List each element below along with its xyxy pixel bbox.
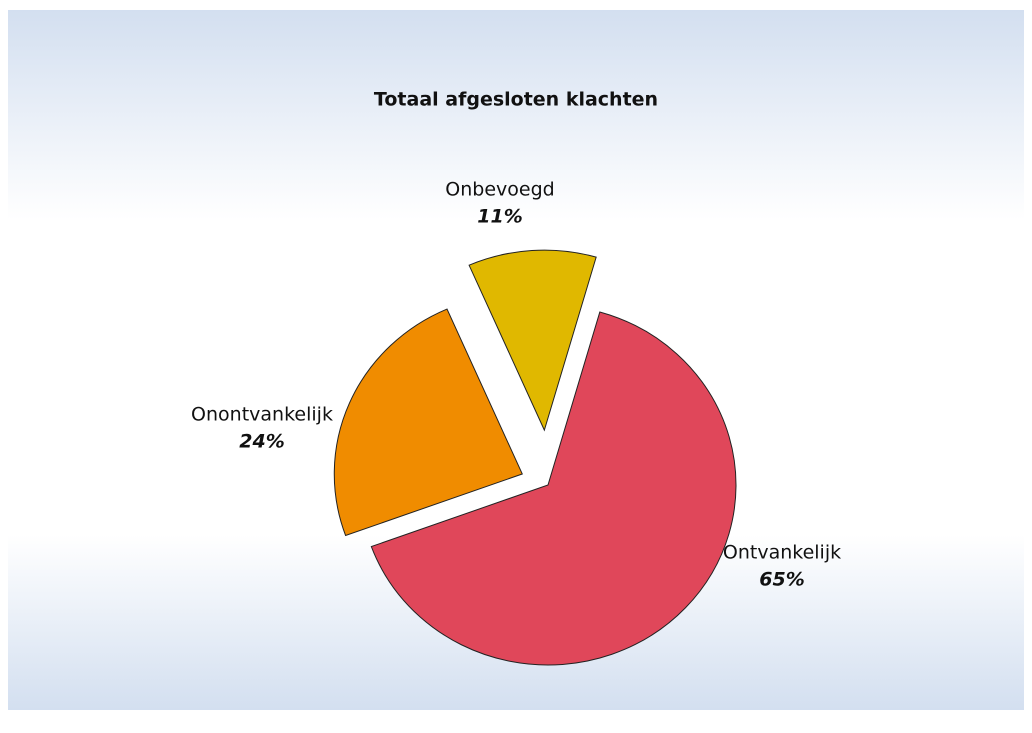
- slice-value-label: 65%: [759, 569, 804, 591]
- slice-value-label: 24%: [239, 431, 284, 453]
- slice-label: Onbevoegd: [445, 179, 554, 201]
- slice-value-label: 11%: [477, 206, 522, 228]
- chart-title: Totaal afgesloten klachten: [374, 89, 658, 111]
- slice-label: Ontvankelijk: [723, 542, 841, 564]
- pie-slice: [370, 311, 737, 666]
- slice-label: Onontvankelijk: [191, 404, 333, 426]
- pie-slice: [333, 308, 523, 537]
- pie-slice: [468, 249, 597, 432]
